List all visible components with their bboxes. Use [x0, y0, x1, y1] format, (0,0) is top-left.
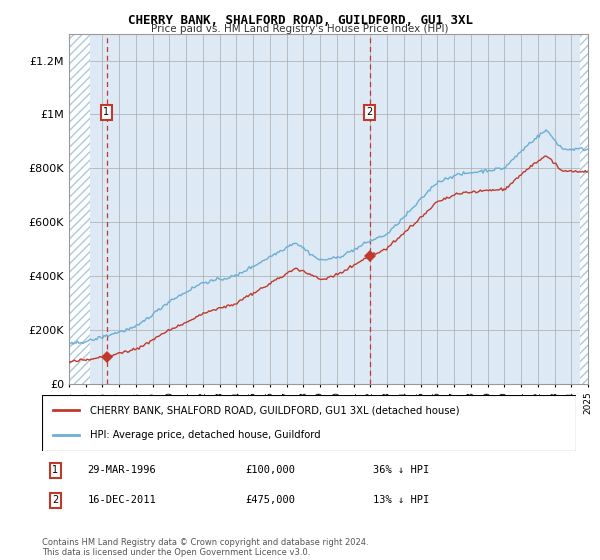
Text: CHERRY BANK, SHALFORD ROAD, GUILDFORD, GU1 3XL (detached house): CHERRY BANK, SHALFORD ROAD, GUILDFORD, G… [90, 405, 460, 416]
Text: 1: 1 [52, 465, 58, 475]
Text: £100,000: £100,000 [245, 465, 295, 475]
Text: Price paid vs. HM Land Registry's House Price Index (HPI): Price paid vs. HM Land Registry's House … [151, 24, 449, 34]
Text: 2: 2 [52, 496, 58, 506]
Text: Contains HM Land Registry data © Crown copyright and database right 2024.
This d: Contains HM Land Registry data © Crown c… [42, 538, 368, 557]
FancyBboxPatch shape [42, 395, 576, 451]
Text: 16-DEC-2011: 16-DEC-2011 [88, 496, 156, 506]
Text: 1: 1 [103, 108, 110, 118]
Text: 2: 2 [367, 108, 373, 118]
Text: HPI: Average price, detached house, Guildford: HPI: Average price, detached house, Guil… [90, 430, 320, 440]
Text: 13% ↓ HPI: 13% ↓ HPI [373, 496, 430, 506]
Bar [580, 34, 588, 384]
Text: CHERRY BANK, SHALFORD ROAD, GUILDFORD, GU1 3XL: CHERRY BANK, SHALFORD ROAD, GUILDFORD, G… [128, 14, 473, 27]
Text: 29-MAR-1996: 29-MAR-1996 [88, 465, 156, 475]
Text: 36% ↓ HPI: 36% ↓ HPI [373, 465, 430, 475]
Bar [69, 34, 90, 384]
Text: £475,000: £475,000 [245, 496, 295, 506]
